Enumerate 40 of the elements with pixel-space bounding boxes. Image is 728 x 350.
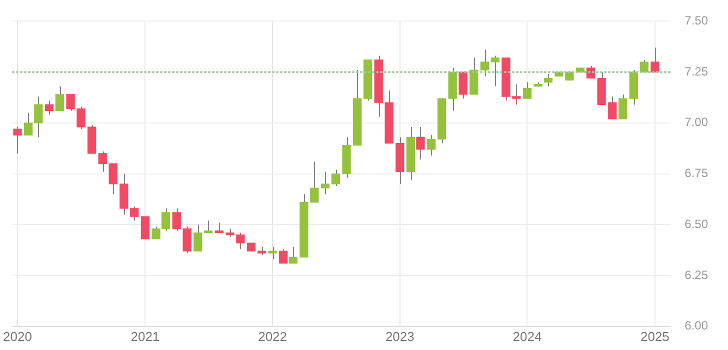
y-tick-label: 6.25 [684, 268, 708, 282]
candlestick [331, 169, 340, 187]
candlestick [480, 49, 490, 77]
candlestick [55, 86, 64, 112]
candlestick [204, 220, 213, 234]
y-tick-label: 6.75 [684, 166, 708, 180]
candlestick [426, 134, 436, 156]
candlestick [140, 216, 150, 240]
candlestick [98, 150, 107, 172]
x-tick-label: 2023 [385, 328, 414, 344]
candlestick [130, 206, 139, 222]
candlestick [416, 126, 425, 160]
candlestick [279, 248, 288, 264]
candlestick [650, 47, 660, 73]
candlestick [586, 65, 596, 79]
x-tick-label: 2025 [640, 328, 670, 344]
candlestick [268, 246, 277, 260]
candlestick [194, 224, 202, 252]
candlestick [214, 222, 224, 234]
candlestick [320, 171, 330, 195]
x-tick-label: 2022 [258, 328, 288, 344]
candlestick [544, 74, 553, 87]
y-tick-label: 6.00 [684, 318, 708, 333]
candlestick [108, 163, 118, 195]
y-tick-label: 6.50 [684, 216, 708, 231]
candlestick [640, 59, 648, 73]
candlestick [288, 246, 298, 264]
candlestick [13, 126, 22, 154]
y-tick-label: 7.50 [684, 14, 708, 28]
candlestick [522, 82, 532, 100]
candlestick [458, 72, 468, 100]
candlestick [490, 55, 500, 87]
x-tick-label: 2020 [3, 328, 32, 344]
candlestick [618, 94, 628, 120]
x-tick-label: 2021 [130, 328, 160, 344]
candlestick [44, 100, 54, 116]
x-tick-label: 2024 [512, 328, 542, 344]
y-tick-label: 7.25 [684, 64, 708, 78]
candlestick [608, 96, 617, 120]
y-tick-label: 7.00 [684, 115, 708, 130]
